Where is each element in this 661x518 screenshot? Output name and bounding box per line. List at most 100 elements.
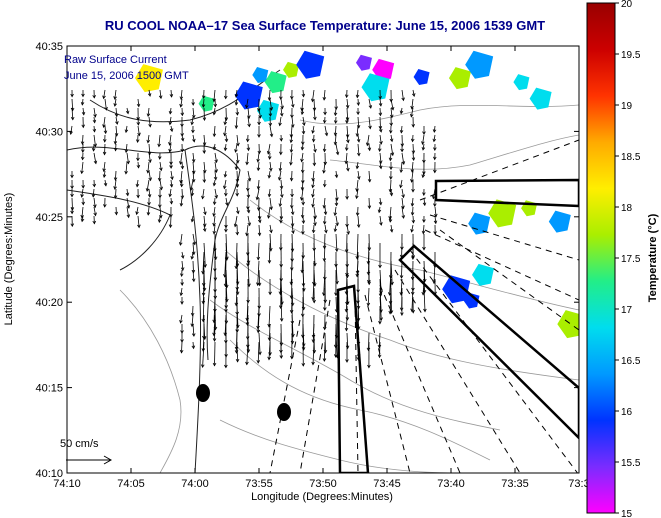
current-vector-head xyxy=(323,111,327,116)
current-vector-head xyxy=(333,112,338,117)
colorbar-tick-label: 17.5 xyxy=(621,254,641,265)
current-vector xyxy=(390,134,393,142)
current-vector-head xyxy=(180,195,185,200)
current-vector xyxy=(411,161,414,172)
current-vector-head xyxy=(179,103,183,108)
current-vector-head xyxy=(401,97,405,102)
current-vector xyxy=(236,278,239,295)
current-vector xyxy=(137,125,140,136)
current-vector-head xyxy=(169,165,173,169)
current-vector-head xyxy=(268,291,272,296)
current-vector-head xyxy=(235,358,240,363)
current-vector xyxy=(203,107,205,121)
current-vector xyxy=(323,242,326,262)
current-vector xyxy=(368,197,370,209)
current-vector-head xyxy=(324,229,328,234)
current-vector xyxy=(268,305,271,327)
current-vector xyxy=(214,341,216,366)
current-vector xyxy=(236,251,238,267)
sst-patch xyxy=(283,61,300,78)
chart-title: RU COOL NOAA–17 Sea Surface Temperature:… xyxy=(105,18,545,33)
current-vector-head xyxy=(333,212,338,217)
current-vector-head xyxy=(367,147,372,152)
current-vector-head xyxy=(212,362,217,367)
current-vector-head xyxy=(267,260,272,264)
current-vector-head xyxy=(378,264,382,269)
current-vector-head xyxy=(256,325,260,330)
colorbar-tick-label: 16 xyxy=(621,407,633,418)
current-vector xyxy=(280,107,283,116)
current-vector xyxy=(224,251,227,277)
current-vector-head xyxy=(411,309,415,314)
current-vector-head xyxy=(279,318,284,322)
current-vector xyxy=(180,233,183,246)
current-vector xyxy=(302,116,305,126)
current-vector xyxy=(115,107,118,117)
current-vector-head xyxy=(126,205,131,209)
current-vector xyxy=(313,269,316,287)
current-vector-head xyxy=(124,170,128,175)
current-vector-head xyxy=(136,122,141,126)
current-vector-head xyxy=(410,105,414,110)
current-vector-head xyxy=(245,361,249,366)
y-axis: 40:35 40:30 40:25 40:20 40:15 40:10 xyxy=(35,41,579,480)
current-vector xyxy=(291,287,294,306)
current-vector-head xyxy=(345,120,349,124)
current-vector xyxy=(214,161,217,173)
current-vector-head xyxy=(378,321,382,325)
current-vector xyxy=(258,107,261,118)
current-vector-head xyxy=(313,222,317,227)
current-vector-head xyxy=(367,364,371,369)
current-vector xyxy=(147,107,150,117)
current-vector xyxy=(192,161,195,174)
current-vector xyxy=(378,206,381,213)
current-vector xyxy=(104,143,106,155)
current-vector xyxy=(71,98,74,111)
current-vector-head xyxy=(301,201,305,206)
current-vector-head xyxy=(235,193,239,197)
current-vector-head xyxy=(179,319,183,324)
current-vector xyxy=(115,170,117,181)
current-vector-head xyxy=(333,354,338,358)
current-vector-head xyxy=(245,138,250,143)
current-vector xyxy=(214,323,216,342)
current-vector xyxy=(346,332,349,349)
current-vector-head xyxy=(344,94,349,99)
current-vector xyxy=(159,161,162,171)
current-vector xyxy=(92,188,95,197)
sst-layer xyxy=(134,50,579,339)
current-vector xyxy=(334,107,337,116)
current-vector xyxy=(302,269,305,292)
current-vector xyxy=(234,215,238,227)
current-vector xyxy=(203,134,206,146)
colorbar: 20 19.5 19 18.5 18 17.5 17 16.5 16 15.5 15 xyxy=(586,0,641,518)
current-vector-head xyxy=(289,139,294,144)
current-vector-head xyxy=(256,329,261,334)
current-vector-head xyxy=(378,160,383,165)
current-vector xyxy=(224,116,227,125)
current-vector-head xyxy=(367,205,372,210)
vector-label: Raw Surface Current xyxy=(64,54,167,66)
current-vector-head xyxy=(311,203,315,208)
current-vector-head xyxy=(322,119,327,124)
current-vector-head xyxy=(159,186,163,191)
current-vector xyxy=(432,188,436,199)
current-vector-head xyxy=(433,231,437,235)
current-vector-head xyxy=(377,209,382,214)
current-vector-head xyxy=(70,174,74,179)
current-vector-head xyxy=(257,134,261,138)
current-vector-head xyxy=(257,150,262,155)
current-vector xyxy=(214,152,217,163)
current-vector-head xyxy=(422,131,426,136)
current-vector-head xyxy=(335,151,340,156)
current-vector-head xyxy=(104,106,108,111)
current-vector xyxy=(368,116,371,129)
current-vector xyxy=(324,125,328,136)
current-vector xyxy=(269,125,273,137)
current-vector-head xyxy=(147,194,152,198)
current-vector xyxy=(257,161,260,171)
bathymetry-contour xyxy=(329,134,579,170)
current-vector-head xyxy=(257,219,262,224)
current-vector-head xyxy=(410,169,415,173)
